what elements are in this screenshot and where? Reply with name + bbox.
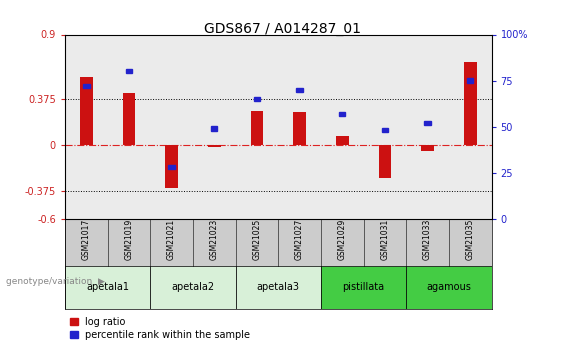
Bar <box>250 111 263 145</box>
Bar <box>321 266 406 309</box>
Text: GSM21025: GSM21025 <box>253 219 262 260</box>
Bar <box>406 266 492 309</box>
Bar <box>83 84 89 88</box>
Bar <box>208 145 221 148</box>
Bar <box>379 145 392 178</box>
Bar <box>123 93 136 145</box>
Text: apetala1: apetala1 <box>86 282 129 292</box>
Legend: log ratio, percentile rank within the sample: log ratio, percentile rank within the sa… <box>70 317 250 340</box>
Bar <box>293 112 306 145</box>
Bar <box>336 136 349 145</box>
Bar <box>165 145 178 188</box>
Text: GSM21019: GSM21019 <box>124 219 133 260</box>
Bar <box>424 121 431 125</box>
Text: GSM21027: GSM21027 <box>295 219 304 260</box>
Bar <box>150 266 236 309</box>
Bar <box>421 145 434 151</box>
Text: GSM21021: GSM21021 <box>167 219 176 260</box>
Text: genotype/variation  ▶: genotype/variation ▶ <box>6 277 105 286</box>
Bar <box>65 266 150 309</box>
Bar <box>65 219 492 266</box>
Text: agamous: agamous <box>427 282 471 292</box>
Text: GSM21023: GSM21023 <box>210 219 219 260</box>
Text: GSM21017: GSM21017 <box>82 219 91 260</box>
Bar <box>382 128 388 132</box>
Bar <box>168 165 175 169</box>
Text: GSM21029: GSM21029 <box>338 219 347 260</box>
Text: apetala2: apetala2 <box>171 282 215 292</box>
Bar <box>254 97 260 101</box>
Bar <box>80 78 93 145</box>
Text: GDS867 / A014287_01: GDS867 / A014287_01 <box>204 22 361 37</box>
Text: GSM21031: GSM21031 <box>380 219 389 260</box>
Bar <box>467 78 473 83</box>
Bar <box>236 266 321 309</box>
Text: pistillata: pistillata <box>342 282 385 292</box>
Bar <box>297 88 303 92</box>
Bar <box>126 69 132 73</box>
Bar <box>339 111 345 116</box>
Bar <box>464 61 477 145</box>
Bar <box>211 126 218 131</box>
Text: GSM21033: GSM21033 <box>423 219 432 260</box>
Text: GSM21035: GSM21035 <box>466 219 475 260</box>
Text: apetala3: apetala3 <box>257 282 300 292</box>
